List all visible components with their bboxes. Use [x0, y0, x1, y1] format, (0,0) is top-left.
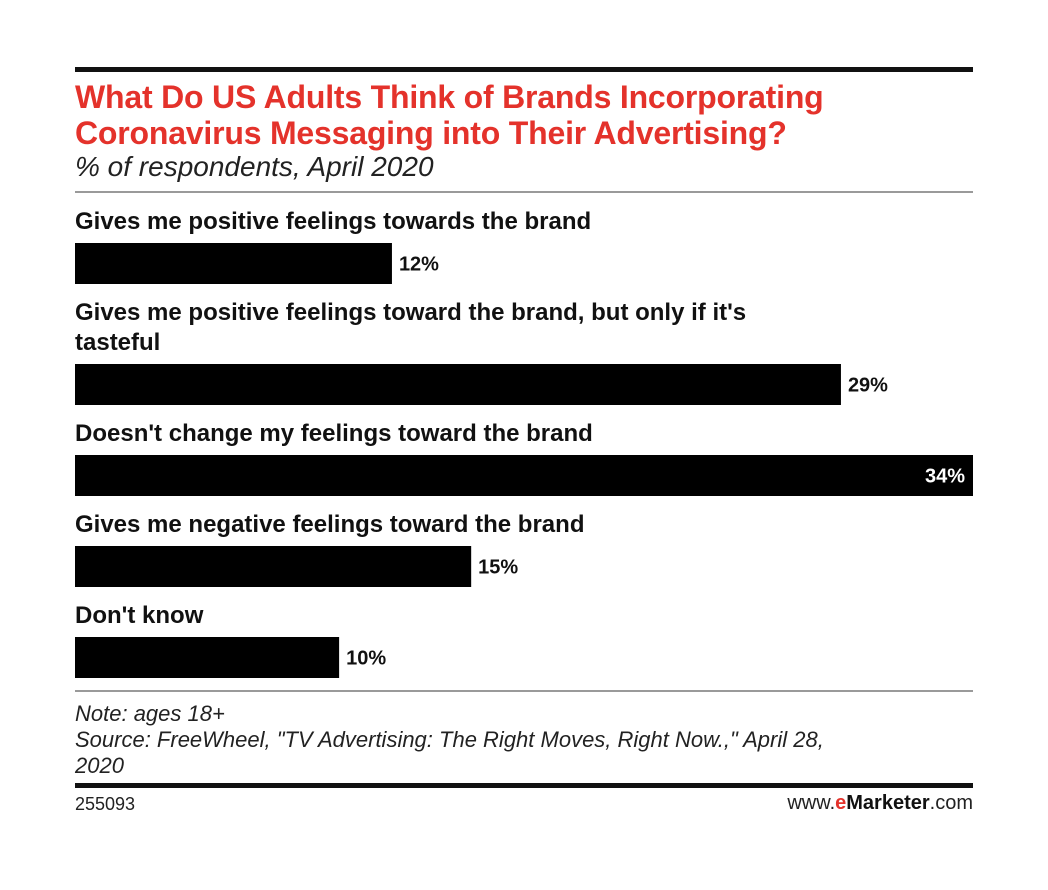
category-label: Don't know	[75, 602, 204, 629]
source-text-line-1: Source: FreeWheel, "TV Advertising: The …	[75, 727, 824, 752]
top-rule	[75, 67, 973, 72]
brand-e: e	[835, 792, 847, 814]
note-text: Note: ages 18+	[75, 701, 225, 726]
brand-prefix: www.	[787, 792, 836, 814]
bar	[75, 243, 392, 284]
category-label: Gives me positive feelings toward the br…	[75, 299, 746, 326]
brand-marketer: Marketer	[846, 792, 930, 814]
value-label: 12%	[399, 254, 439, 276]
header-divider	[75, 191, 973, 193]
value-label: 10%	[346, 648, 386, 670]
chart-frame: What Do US Adults Think of Brands Incorp…	[75, 67, 973, 827]
chart-title-line-2: Coronavirus Messaging into Their Adverti…	[75, 115, 787, 151]
value-label: 29%	[848, 375, 888, 397]
category-label: Doesn't change my feelings toward the br…	[75, 420, 593, 447]
category-label: Gives me positive feelings towards the b…	[75, 208, 591, 235]
bar	[75, 637, 340, 678]
source-text-line-2: 2020	[75, 753, 124, 778]
bar	[75, 455, 973, 496]
chart-notes: Note: ages 18+ Source: FreeWheel, "TV Ad…	[75, 701, 973, 779]
bar	[75, 364, 841, 405]
bar-chart: Gives me positive feelings towards the b…	[75, 208, 973, 678]
chart-subtitle: % of respondents, April 2020	[75, 151, 434, 182]
footer-divider	[75, 690, 973, 692]
emarketer-logo: www.eMarketer.com	[787, 792, 973, 815]
chart-title: What Do US Adults Think of Brands Incorp…	[75, 79, 973, 151]
value-label: 15%	[478, 557, 518, 579]
brand-suffix: .com	[929, 792, 973, 814]
bottom-rule	[75, 783, 973, 788]
category-label: tasteful	[75, 329, 160, 356]
chart-title-line-1: What Do US Adults Think of Brands Incorp…	[75, 79, 824, 115]
chart-id: 255093	[75, 794, 136, 814]
value-label: 34%	[925, 466, 965, 488]
bar	[75, 546, 472, 587]
category-label: Gives me negative feelings toward the br…	[75, 511, 584, 538]
